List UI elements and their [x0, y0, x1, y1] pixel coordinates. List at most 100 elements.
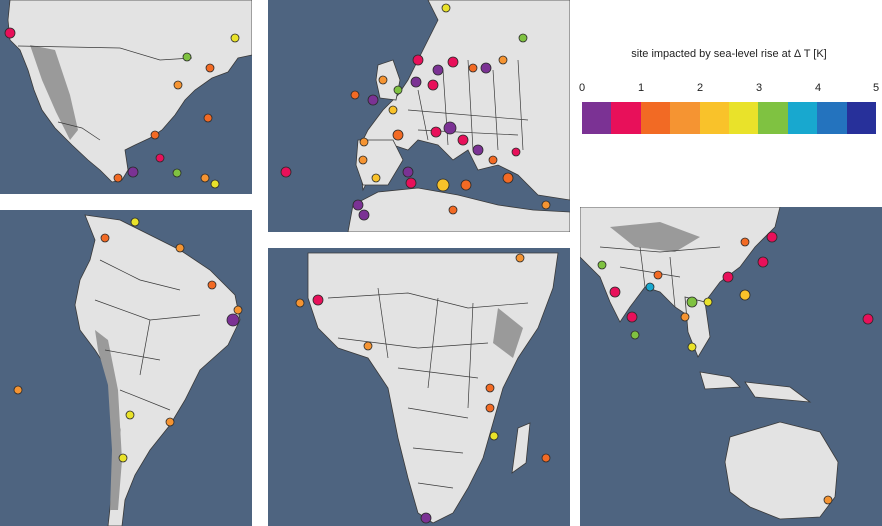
site-marker [412, 54, 424, 66]
asia-oceania-map [580, 207, 874, 520]
iberia [355, 139, 404, 186]
site-marker [130, 217, 140, 227]
site-marker [207, 280, 217, 290]
site-marker [230, 33, 240, 43]
site-marker [862, 313, 874, 325]
site-marker [358, 155, 368, 165]
site-marker [200, 173, 210, 183]
site-marker [518, 33, 528, 43]
site-marker [113, 173, 123, 183]
site-marker [430, 126, 442, 138]
legend-color-swatch [846, 102, 877, 134]
site-marker [371, 173, 381, 183]
indonesia-islands [699, 371, 812, 403]
color-legend: site impacted by sea-level rise at Δ T [… [576, 40, 882, 150]
site-marker [498, 55, 508, 65]
site-marker [393, 85, 403, 95]
legend-tick: 5 [872, 82, 880, 94]
himalaya [610, 222, 700, 252]
site-marker [468, 63, 478, 73]
site-marker [609, 286, 621, 298]
site-marker [443, 121, 457, 135]
site-marker [118, 453, 128, 463]
site-marker [722, 271, 734, 283]
europe-borders [407, 59, 529, 151]
site-marker [410, 76, 422, 88]
site-marker [312, 294, 324, 306]
map-panel-europe [268, 0, 570, 232]
africa-landmass [307, 252, 559, 524]
legend-tick: 2 [696, 82, 704, 94]
legend-color-swatch [817, 102, 847, 134]
us-canada-border [17, 45, 193, 61]
australia [724, 421, 839, 520]
site-marker [823, 495, 833, 505]
site-marker [626, 311, 638, 323]
legend-ticks: 0 1 2 3 4 5 [579, 82, 882, 96]
site-marker [645, 282, 655, 292]
legend-color-swatch [758, 102, 788, 134]
map-panel-africa [268, 248, 570, 526]
site-marker [405, 177, 417, 189]
legend-tick: 4 [814, 82, 822, 94]
site-marker [402, 166, 414, 178]
site-marker [485, 383, 495, 393]
asia-landmass [580, 207, 781, 323]
africa-map [295, 252, 559, 524]
site-marker [352, 199, 364, 211]
site-marker [367, 94, 379, 106]
legend-color-swatch [611, 102, 641, 134]
site-marker [541, 200, 551, 210]
site-marker [175, 243, 185, 253]
site-marker [686, 296, 698, 308]
site-marker [378, 75, 388, 85]
legend-tick: 3 [755, 82, 763, 94]
site-marker [173, 80, 183, 90]
site-marker [359, 137, 369, 147]
site-marker [457, 134, 469, 146]
site-marker [502, 172, 514, 184]
asia-oceania-sites [597, 231, 874, 505]
southeast-asia [684, 296, 711, 358]
madagascar [511, 422, 531, 474]
site-marker [155, 153, 165, 163]
site-marker [757, 256, 769, 268]
site-marker [127, 166, 139, 178]
site-marker [358, 209, 370, 221]
legend-color-swatch [729, 102, 759, 134]
ethiopian-highlands [493, 308, 523, 358]
us-mexico-border [57, 121, 101, 141]
site-marker [13, 385, 23, 395]
north-africa-coast [347, 187, 570, 232]
map-panel-south-america [0, 210, 252, 526]
legend-color-swatch [582, 102, 612, 134]
site-marker [295, 298, 305, 308]
rocky-mountains [30, 45, 78, 140]
site-marker [436, 178, 450, 192]
site-marker [489, 431, 499, 441]
site-marker [363, 341, 373, 351]
europe-map [280, 0, 570, 232]
site-marker [541, 453, 551, 463]
site-marker [515, 253, 525, 263]
site-marker [740, 237, 750, 247]
south-america-sites [13, 217, 243, 463]
africa-borders [327, 287, 529, 489]
site-marker [100, 233, 110, 243]
legend-color-swatch [640, 102, 671, 134]
site-marker [472, 144, 484, 156]
site-marker [597, 260, 607, 270]
site-marker [441, 3, 451, 13]
south-america-map [13, 214, 243, 526]
north-america-map [4, 0, 252, 189]
site-marker [280, 166, 292, 178]
site-marker [630, 330, 640, 340]
site-marker [511, 147, 521, 157]
site-marker [703, 297, 713, 307]
site-marker [432, 64, 444, 76]
site-marker [210, 179, 220, 189]
site-marker [388, 105, 398, 115]
site-marker [182, 52, 192, 62]
site-marker [150, 130, 160, 140]
site-marker [165, 417, 175, 427]
